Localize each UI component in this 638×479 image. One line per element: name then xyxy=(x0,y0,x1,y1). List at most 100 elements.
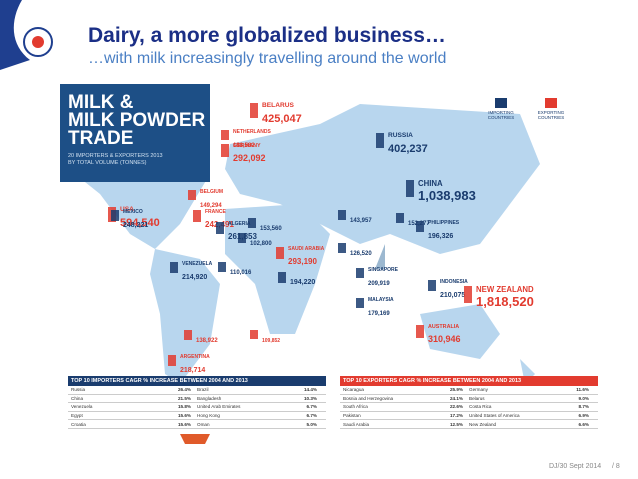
cagr: 6.6% xyxy=(578,421,589,427)
country: Brazil xyxy=(197,387,209,393)
milk-glass xyxy=(278,272,286,283)
country-label: PHILIPPINES 196,326 xyxy=(428,221,459,242)
cagr: 15.6% xyxy=(177,421,191,427)
country-label: BELGIUM 149,294 xyxy=(200,190,223,211)
country-volume: 196,326 xyxy=(428,233,454,240)
legend-swatch xyxy=(495,98,507,108)
cagr: 25.9% xyxy=(449,387,463,393)
country-volume: 194,220 xyxy=(290,279,316,286)
country-volume: 138,922 xyxy=(196,338,218,344)
country-name: FRANCE xyxy=(205,209,226,215)
country: Pakistan xyxy=(343,413,361,419)
country-volume: 214,920 xyxy=(182,274,208,281)
cagr: 26.4% xyxy=(177,387,191,393)
title-line: MILK & xyxy=(68,92,134,113)
country-name: BELGIUM xyxy=(200,189,224,195)
country-label: 110,016 xyxy=(230,262,251,278)
country-label: 143,957 xyxy=(350,210,372,226)
country-label: RUSSIA 402,237 xyxy=(388,132,428,156)
table-row: Venezuela 15.8% United Arab Emirates 6.7% xyxy=(68,403,326,412)
milk-glass xyxy=(250,103,258,118)
country-name: ALGERIA xyxy=(228,221,251,227)
country-volume: 1,038,983 xyxy=(418,187,476,203)
milk-glass xyxy=(356,298,364,308)
footer-page: / 8 xyxy=(612,463,620,470)
country-label: NETHERLANDS 198,582 xyxy=(233,130,271,151)
country: South Africa xyxy=(343,404,368,410)
country-name: INDONESIA xyxy=(440,279,468,285)
table-row: Bosnia and Herzegovina 24.1% Belarus 9.0% xyxy=(340,395,598,404)
table-row: South Africa 22.6% Costa Rica 8.7% xyxy=(340,403,598,412)
milk-glass xyxy=(193,210,201,222)
country-volume: 425,047 xyxy=(262,112,302,125)
table-title: TOP 10 IMPORTERS CAGR % INCREASE BETWEEN… xyxy=(68,376,326,386)
milk-glass xyxy=(250,330,258,339)
milk-glass xyxy=(464,286,472,303)
country: Venezuela xyxy=(71,404,93,410)
country-volume: 209,919 xyxy=(368,281,390,287)
infographic-title: MILK & MILK POWDER TRADE xyxy=(68,92,206,149)
country: Hong Kong xyxy=(197,413,220,419)
country-label: AUSTRALIA 310,946 xyxy=(428,324,461,346)
map xyxy=(60,84,600,456)
country-volume: 126,520 xyxy=(350,251,372,257)
country: Costa Rica xyxy=(469,404,492,410)
country-label: MALAYSIA 179,169 xyxy=(368,298,394,319)
cagr: 22.6% xyxy=(449,404,463,410)
title: Dairy, a more globalized business… xyxy=(88,24,446,47)
country-name: USA xyxy=(120,206,134,213)
cagr: 9.0% xyxy=(578,395,589,401)
country-name: SINGAPORE xyxy=(368,267,399,273)
country-label: 153,560 xyxy=(260,218,282,234)
milk-glass xyxy=(184,330,192,340)
country-label: 138,922 xyxy=(196,330,218,346)
cagr: 10.3% xyxy=(303,395,317,401)
country-volume: 110,016 xyxy=(230,270,252,276)
milk-glass xyxy=(238,233,246,243)
cagr: 6.9% xyxy=(578,413,589,419)
country-volume: 210,075 xyxy=(440,292,466,299)
cagr: 24.1% xyxy=(449,395,463,401)
logo xyxy=(0,0,53,70)
country-volume: 149,294 xyxy=(200,203,222,209)
country-name: ARGENTINA xyxy=(180,354,210,360)
legend-label: IMPORTING COUNTRIES xyxy=(487,110,515,120)
cagr: 21.5% xyxy=(177,395,191,401)
country-label: NEW ZEALAND 1,818,520 xyxy=(476,286,534,310)
infographic-subtitle: 20 IMPORTERS & EXPORTERS 2013 BY TOTAL V… xyxy=(68,153,163,167)
table-row: Saudi Arabia 12.5% New Zealand 6.6% xyxy=(340,420,598,429)
country: Oman xyxy=(197,421,210,427)
cagr: 11.6% xyxy=(576,387,589,393)
country-name: SAUDI ARABIA xyxy=(288,246,325,252)
legend-item: EXPORTING COUNTRIES xyxy=(528,98,574,120)
country-volume: 1,818,520 xyxy=(476,293,534,309)
country-name: MALAYSIA xyxy=(368,297,394,303)
milk-glass xyxy=(396,213,404,223)
milk-glass xyxy=(406,180,414,197)
title-line: TRADE xyxy=(68,128,134,149)
country-volume: 143,957 xyxy=(350,218,372,224)
country-volume: 109,852 xyxy=(262,338,281,344)
cagr: 5.0% xyxy=(306,421,317,427)
table-row: Nicaragua 25.9% Germany 11.6% xyxy=(340,386,598,395)
country-volume: 293,190 xyxy=(288,257,317,266)
milk-glass xyxy=(376,133,384,148)
country: Croatia xyxy=(71,421,86,427)
country-name: RUSSIA xyxy=(388,132,413,139)
country-volume: 102,800 xyxy=(250,241,272,247)
milk-glass xyxy=(276,247,284,259)
cagr: 17.2% xyxy=(449,413,463,419)
country-name: VENEZUELA xyxy=(182,261,213,267)
country-volume: 402,237 xyxy=(388,142,428,155)
country-volume: 153,560 xyxy=(260,226,282,232)
country: Saudi Arabia xyxy=(343,421,370,427)
country-label: SAUDI ARABIA 293,190 xyxy=(288,247,324,268)
title-line: MILK POWDER xyxy=(68,110,206,131)
country-volume: 594,540 xyxy=(120,216,160,229)
country-label: 194,220 xyxy=(290,272,315,288)
milk-glass xyxy=(248,218,256,228)
country-name: NEW ZEALAND xyxy=(476,285,534,294)
country-name: MEXICO xyxy=(123,209,143,215)
milk-glass xyxy=(221,130,229,140)
country-label: 102,800 xyxy=(250,233,272,249)
